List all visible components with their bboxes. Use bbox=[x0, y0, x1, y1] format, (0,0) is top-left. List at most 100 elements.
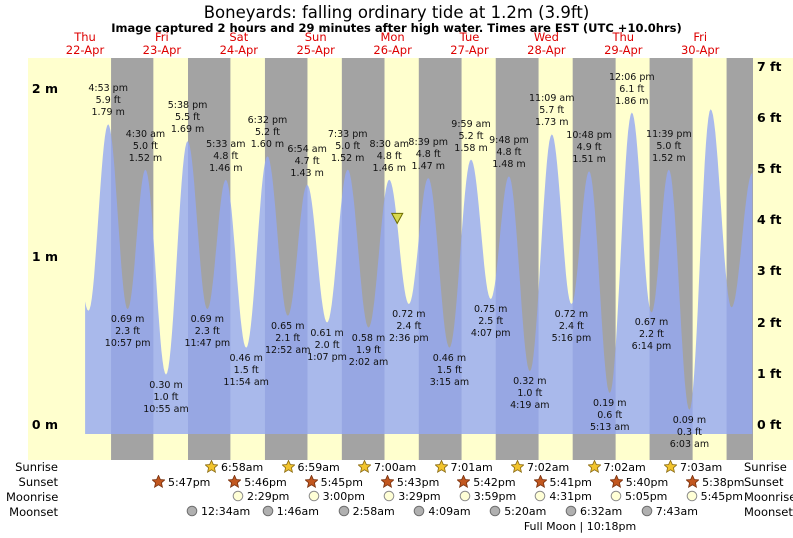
moonrise-entry: 5:45pm bbox=[686, 490, 743, 504]
moonset-icon bbox=[489, 505, 501, 517]
moonrise-icon bbox=[459, 490, 471, 502]
sunrise-icon bbox=[433, 459, 449, 474]
moonrise-time: 3:59pm bbox=[473, 490, 517, 503]
sunset-icon bbox=[456, 474, 472, 489]
tide-low-label: 0.58 m 1.9 ft 2:02 am bbox=[348, 332, 389, 368]
moonrise-icon bbox=[308, 490, 319, 502]
sunrise-entry: 7:00am bbox=[357, 459, 417, 474]
sunrise-icon bbox=[204, 459, 219, 474]
sunrise-row-label: Sunrise bbox=[744, 460, 787, 474]
day-of-week: Thu bbox=[74, 30, 96, 44]
day-of-week: Fri bbox=[693, 30, 708, 44]
sunrise-entry: 7:01am bbox=[433, 459, 493, 474]
moonset-entry: 4:09am bbox=[413, 505, 471, 519]
moonrise-row-label: Moonrise bbox=[6, 490, 59, 504]
day-of-week: Thu bbox=[612, 30, 635, 44]
sunrise-time: 7:00am bbox=[374, 461, 417, 474]
day-date: 24-Apr bbox=[219, 43, 259, 57]
current-tide-marker bbox=[390, 212, 404, 225]
day-date: 29-Apr bbox=[604, 43, 643, 57]
day-date: 26-Apr bbox=[373, 43, 412, 57]
sunset-time: 5:43pm bbox=[396, 476, 440, 489]
moonset-icon bbox=[186, 505, 198, 517]
sunrise-icon bbox=[663, 459, 678, 474]
tide-high-label: 6:54 am 4.7 ft 1.43 m bbox=[287, 143, 327, 179]
sunset-entry: 5:45pm bbox=[303, 474, 363, 489]
sunrise-entry: 6:58am bbox=[204, 459, 263, 474]
tide-low-label: 0.69 m 2.3 ft 10:57 pm bbox=[104, 314, 151, 350]
moonrise-entry: 4:31pm bbox=[534, 490, 592, 504]
moonrise-time: 3:29pm bbox=[398, 490, 441, 503]
sunset-entry: 5:47pm bbox=[151, 474, 211, 489]
sunset-icon bbox=[151, 474, 166, 489]
chart-subtitle: Image captured 2 hours and 29 minutes af… bbox=[111, 21, 682, 35]
sunset-entry: 5:40pm bbox=[608, 474, 669, 489]
sunset-icon bbox=[685, 474, 700, 489]
tide-low-label: 0.32 m 1.0 ft 4:19 am bbox=[510, 376, 550, 412]
day-label: Sun 25-Apr bbox=[284, 31, 348, 57]
y-axis-label-m: 2 m bbox=[31, 81, 58, 96]
sunset-entry: 5:42pm bbox=[456, 474, 516, 489]
sunset-icon bbox=[532, 474, 548, 489]
moonset-time: 6:32am bbox=[580, 505, 623, 518]
sunset-icon bbox=[303, 474, 319, 489]
moonset-row-label: Moonset bbox=[9, 505, 58, 519]
sunrise-time: 7:01am bbox=[450, 461, 493, 474]
day-label: Thu 22-Apr bbox=[53, 31, 117, 57]
tide-high-label: 8:39 pm 4.8 ft 1.47 m bbox=[408, 137, 449, 173]
moonrise-time: 5:45pm bbox=[700, 490, 743, 503]
sunset-time: 5:47pm bbox=[168, 476, 211, 489]
tide-low-label: 0.61 m 2.0 ft 1:07 pm bbox=[307, 327, 347, 363]
tide-high-label: 12:06 pm 6.1 ft 1.86 m bbox=[608, 71, 655, 107]
moonrise-icon bbox=[383, 490, 395, 502]
tide-low-label: 0.30 m 1.0 ft 10:55 am bbox=[143, 379, 189, 415]
tide-high-label: 11:09 am 5.7 ft 1.73 m bbox=[529, 93, 575, 129]
tide-high-label: 4:30 am 5.0 ft 1.52 m bbox=[125, 128, 166, 164]
sunrise-entry: 6:59am bbox=[280, 459, 340, 474]
moonrise-time: 5:05pm bbox=[625, 490, 668, 503]
moonset-icon bbox=[565, 505, 577, 517]
sunset-icon bbox=[608, 474, 624, 489]
chart-title: Boneyards: falling ordinary tide at 1.2m… bbox=[203, 3, 590, 22]
moonrise-entry: 2:29pm bbox=[232, 490, 289, 504]
moonset-entry: 12:34am bbox=[186, 505, 250, 519]
day-date: 25-Apr bbox=[296, 43, 335, 57]
moonrise-time: 4:31pm bbox=[549, 490, 592, 503]
day-date: 30-Apr bbox=[680, 43, 720, 57]
sunset-time: 5:41pm bbox=[549, 476, 592, 489]
y-axis-label-ft: 0 ft bbox=[757, 417, 782, 432]
day-date: 23-Apr bbox=[142, 43, 182, 57]
tide-high-label: 5:38 pm 5.5 ft 1.69 m bbox=[167, 100, 208, 136]
day-label: Fri 30-Apr bbox=[668, 31, 732, 57]
sunrise-row-label: Sunrise bbox=[15, 460, 58, 474]
day-date: 28-Apr bbox=[527, 43, 566, 57]
sunrise-icon bbox=[510, 459, 525, 474]
moonset-entry: 7:43am bbox=[641, 505, 698, 519]
sunset-entry: 5:43pm bbox=[380, 474, 440, 489]
moonset-time: 4:09am bbox=[428, 505, 471, 518]
day-label: Tue 27-Apr bbox=[438, 31, 502, 57]
moonrise-icon bbox=[686, 490, 697, 502]
sunset-time: 5:42pm bbox=[473, 476, 516, 489]
full-moon-text: Full Moon | 10:18pm bbox=[523, 520, 637, 533]
sunrise-time: 7:03am bbox=[680, 461, 723, 474]
tide-low-label: 0.46 m 1.5 ft 11:54 am bbox=[223, 352, 269, 388]
y-axis-label-ft: 7 ft bbox=[757, 58, 782, 74]
day-date: 27-Apr bbox=[450, 43, 489, 57]
tide-high-label: 9:48 pm 4.8 ft 1.48 m bbox=[489, 135, 529, 171]
sunrise-entry: 7:02am bbox=[510, 459, 569, 474]
sunset-icon bbox=[380, 474, 395, 489]
tide-low-label: 0.65 m 2.1 ft 12:52 am bbox=[265, 320, 311, 356]
y-axis-label-ft: 3 ft bbox=[757, 263, 782, 279]
y-axis-label-ft: 4 ft bbox=[757, 212, 782, 228]
sunset-time: 5:40pm bbox=[625, 476, 669, 489]
day-of-week: Mon bbox=[380, 30, 405, 44]
moonrise-time: 2:29pm bbox=[247, 490, 290, 503]
moonset-icon bbox=[262, 505, 274, 517]
day-of-week: Sun bbox=[304, 30, 327, 44]
y-axis-label-ft: 5 ft bbox=[757, 160, 782, 176]
tide-low-label: 0.75 m 2.5 ft 4:07 pm bbox=[470, 304, 511, 339]
tide-high-label: 11:39 pm 5.0 ft 1.52 m bbox=[646, 128, 692, 164]
